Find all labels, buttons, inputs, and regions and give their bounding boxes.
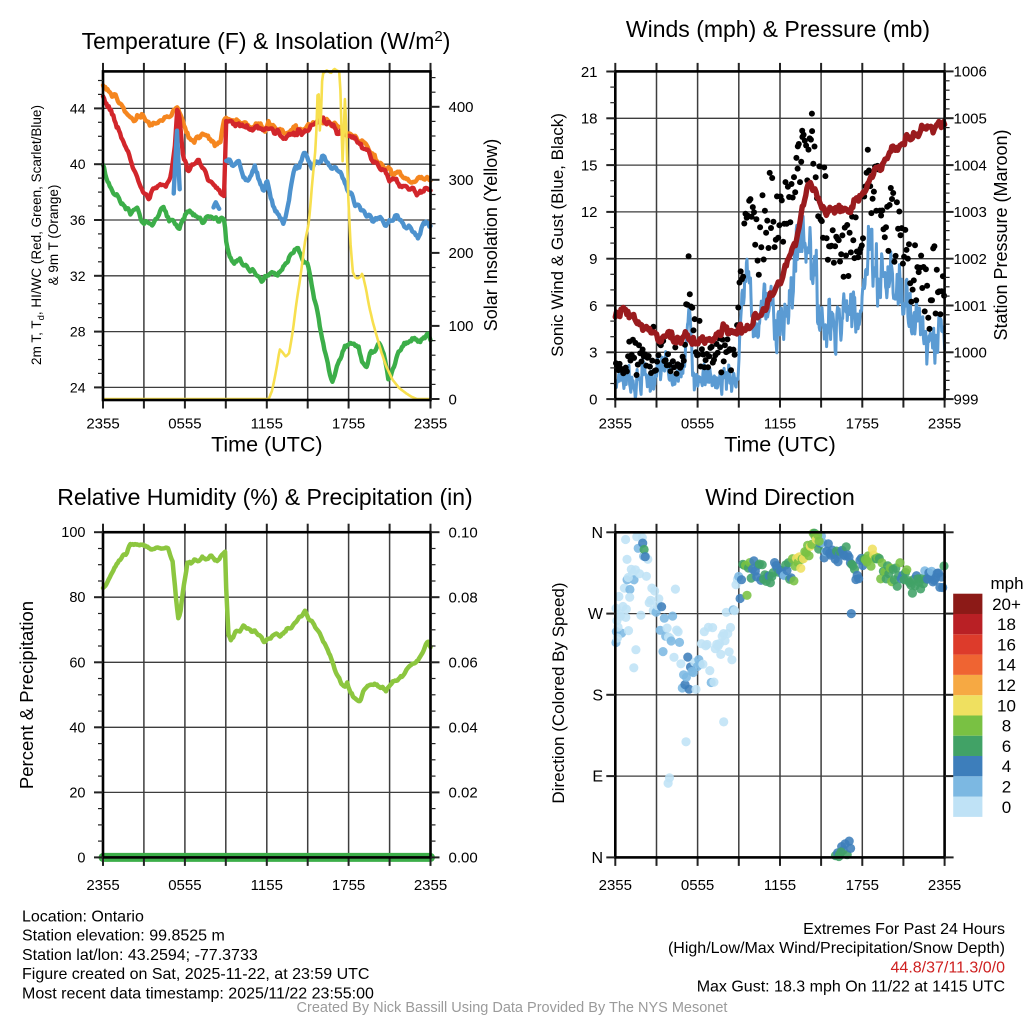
svg-text:0.04: 0.04 [449,720,478,737]
svg-text:1155: 1155 [251,877,283,894]
svg-text:0555: 0555 [168,877,201,894]
svg-text:2355: 2355 [599,416,632,433]
svg-text:44.8/37/11.3/0/0: 44.8/37/11.3/0/0 [891,959,1006,976]
svg-text:1001: 1001 [954,298,987,315]
svg-text:& 9m T (Orange): & 9m T (Orange) [46,185,61,286]
svg-text:Wind Direction: Wind Direction [705,484,855,510]
svg-text:21: 21 [581,64,598,81]
svg-text:40: 40 [69,720,85,736]
svg-text:0.08: 0.08 [449,590,478,607]
svg-text:0.10: 0.10 [449,525,478,542]
svg-text:2355: 2355 [414,877,447,894]
svg-text:1155: 1155 [764,416,796,433]
svg-text:Time (UTC): Time (UTC) [211,433,322,457]
svg-text:2355: 2355 [86,416,119,433]
svg-text:4: 4 [1002,757,1011,776]
svg-text:1755: 1755 [332,416,365,433]
svg-text:2355: 2355 [928,877,961,894]
svg-text:14: 14 [997,656,1016,675]
svg-text:1006: 1006 [954,64,987,81]
svg-text:3: 3 [589,345,597,362]
svg-text:28: 28 [70,324,86,340]
svg-text:999: 999 [954,391,979,408]
svg-text:36: 36 [70,212,86,228]
svg-text:20: 20 [69,785,85,801]
svg-text:200: 200 [449,245,474,262]
svg-text:0: 0 [449,391,457,408]
svg-text:60: 60 [69,655,85,671]
svg-text:0555: 0555 [681,877,714,894]
svg-text:0.00: 0.00 [449,850,478,867]
svg-text:0.02: 0.02 [449,785,478,802]
svg-text:6: 6 [1002,737,1011,756]
svg-text:10: 10 [997,696,1016,715]
svg-text:0: 0 [77,850,85,866]
svg-text:1000: 1000 [954,345,987,362]
svg-text:Sonic Wind & Gust (Blue, Black: Sonic Wind & Gust (Blue, Black) [548,113,567,357]
svg-text:100: 100 [61,525,85,541]
svg-text:Percent & Precipitation: Percent & Precipitation [16,601,37,789]
svg-text:400: 400 [449,99,474,116]
svg-text:18: 18 [581,111,598,128]
svg-text:2355: 2355 [928,416,961,433]
svg-text:Relative Humidity (%) & Precip: Relative Humidity (%) & Precipitation (i… [57,484,472,510]
svg-text:Temperature (F) & Insolation (: Temperature (F) & Insolation (W/m2) [82,28,451,54]
svg-text:1155: 1155 [764,877,796,894]
svg-text:20+: 20+ [992,595,1021,614]
svg-text:1755: 1755 [332,877,365,894]
svg-text:Direction (Colored By Speed): Direction (Colored By Speed) [549,582,568,803]
svg-text:Solar Insolation (Yellow): Solar Insolation (Yellow) [481,139,501,331]
svg-text:44: 44 [70,100,86,116]
svg-text:2355: 2355 [599,877,632,894]
svg-text:40: 40 [70,156,86,172]
svg-text:N: N [591,850,603,867]
svg-text:1755: 1755 [846,416,879,433]
svg-text:32: 32 [70,268,86,284]
svg-text:16: 16 [997,635,1016,654]
svg-text:W: W [588,606,604,623]
svg-text:Station elevation: 99.8525 m: Station elevation: 99.8525 m [22,928,225,945]
svg-text:2: 2 [1002,778,1011,797]
svg-text:S: S [592,687,603,704]
svg-text:1002: 1002 [954,251,987,268]
svg-text:Extremes For Past 24 Hours: Extremes For Past 24 Hours [803,921,1005,938]
svg-text:6: 6 [589,298,597,315]
svg-text:2m T, Td, HI/WC (Red, Green, S: 2m T, Td, HI/WC (Red, Green, Scarlet/Blu… [29,105,47,365]
svg-text:1155: 1155 [251,416,283,433]
svg-text:Figure created on Sat, 2025-11: Figure created on Sat, 2025-11-22, at 23… [22,966,369,983]
svg-text:N: N [591,525,603,542]
svg-text:0555: 0555 [681,416,714,433]
svg-text:0: 0 [589,391,597,408]
svg-text:Max Gust: 18.3 mph On 11/22 at: Max Gust: 18.3 mph On 11/22 at 1415 UTC [697,979,1005,996]
svg-text:12: 12 [997,676,1016,695]
svg-text:Most recent data timestamp: 20: Most recent data timestamp: 2025/11/22 2… [22,985,374,1002]
svg-text:Station Pressure (Maroon): Station Pressure (Maroon) [991,129,1011,340]
svg-text:1755: 1755 [846,877,879,894]
svg-text:Station lat/lon: 43.2594; -77.: Station lat/lon: 43.2594; -77.3733 [22,947,258,964]
svg-text:Location: Ontario: Location: Ontario [22,909,144,926]
svg-text:Time (UTC): Time (UTC) [724,433,835,457]
svg-text:12: 12 [581,204,598,221]
svg-text:8: 8 [1002,717,1011,736]
svg-text:24: 24 [70,379,86,395]
svg-text:15: 15 [581,157,598,174]
svg-text:9: 9 [589,251,597,268]
svg-text:mph: mph [990,574,1023,593]
svg-text:Winds (mph) & Pressure (mb): Winds (mph) & Pressure (mb) [626,16,930,42]
svg-text:Created By Nick Bassill Using: Created By Nick Bassill Using Data Provi… [297,1000,728,1016]
svg-text:300: 300 [449,172,474,189]
svg-text:1005: 1005 [954,111,987,128]
svg-text:100: 100 [449,318,474,335]
svg-text:2355: 2355 [86,877,119,894]
svg-text:0555: 0555 [168,416,201,433]
svg-text:0.06: 0.06 [449,655,478,672]
svg-text:1004: 1004 [954,157,987,174]
svg-text:80: 80 [69,590,85,606]
svg-text:2355: 2355 [414,416,447,433]
svg-text:0: 0 [1002,798,1011,817]
svg-text:1003: 1003 [954,204,987,221]
svg-text:(High/Low/Max Wind/Precipitati: (High/Low/Max Wind/Precipitation/Snow De… [668,940,1005,957]
svg-text:E: E [592,769,603,786]
svg-text:18: 18 [997,615,1016,634]
